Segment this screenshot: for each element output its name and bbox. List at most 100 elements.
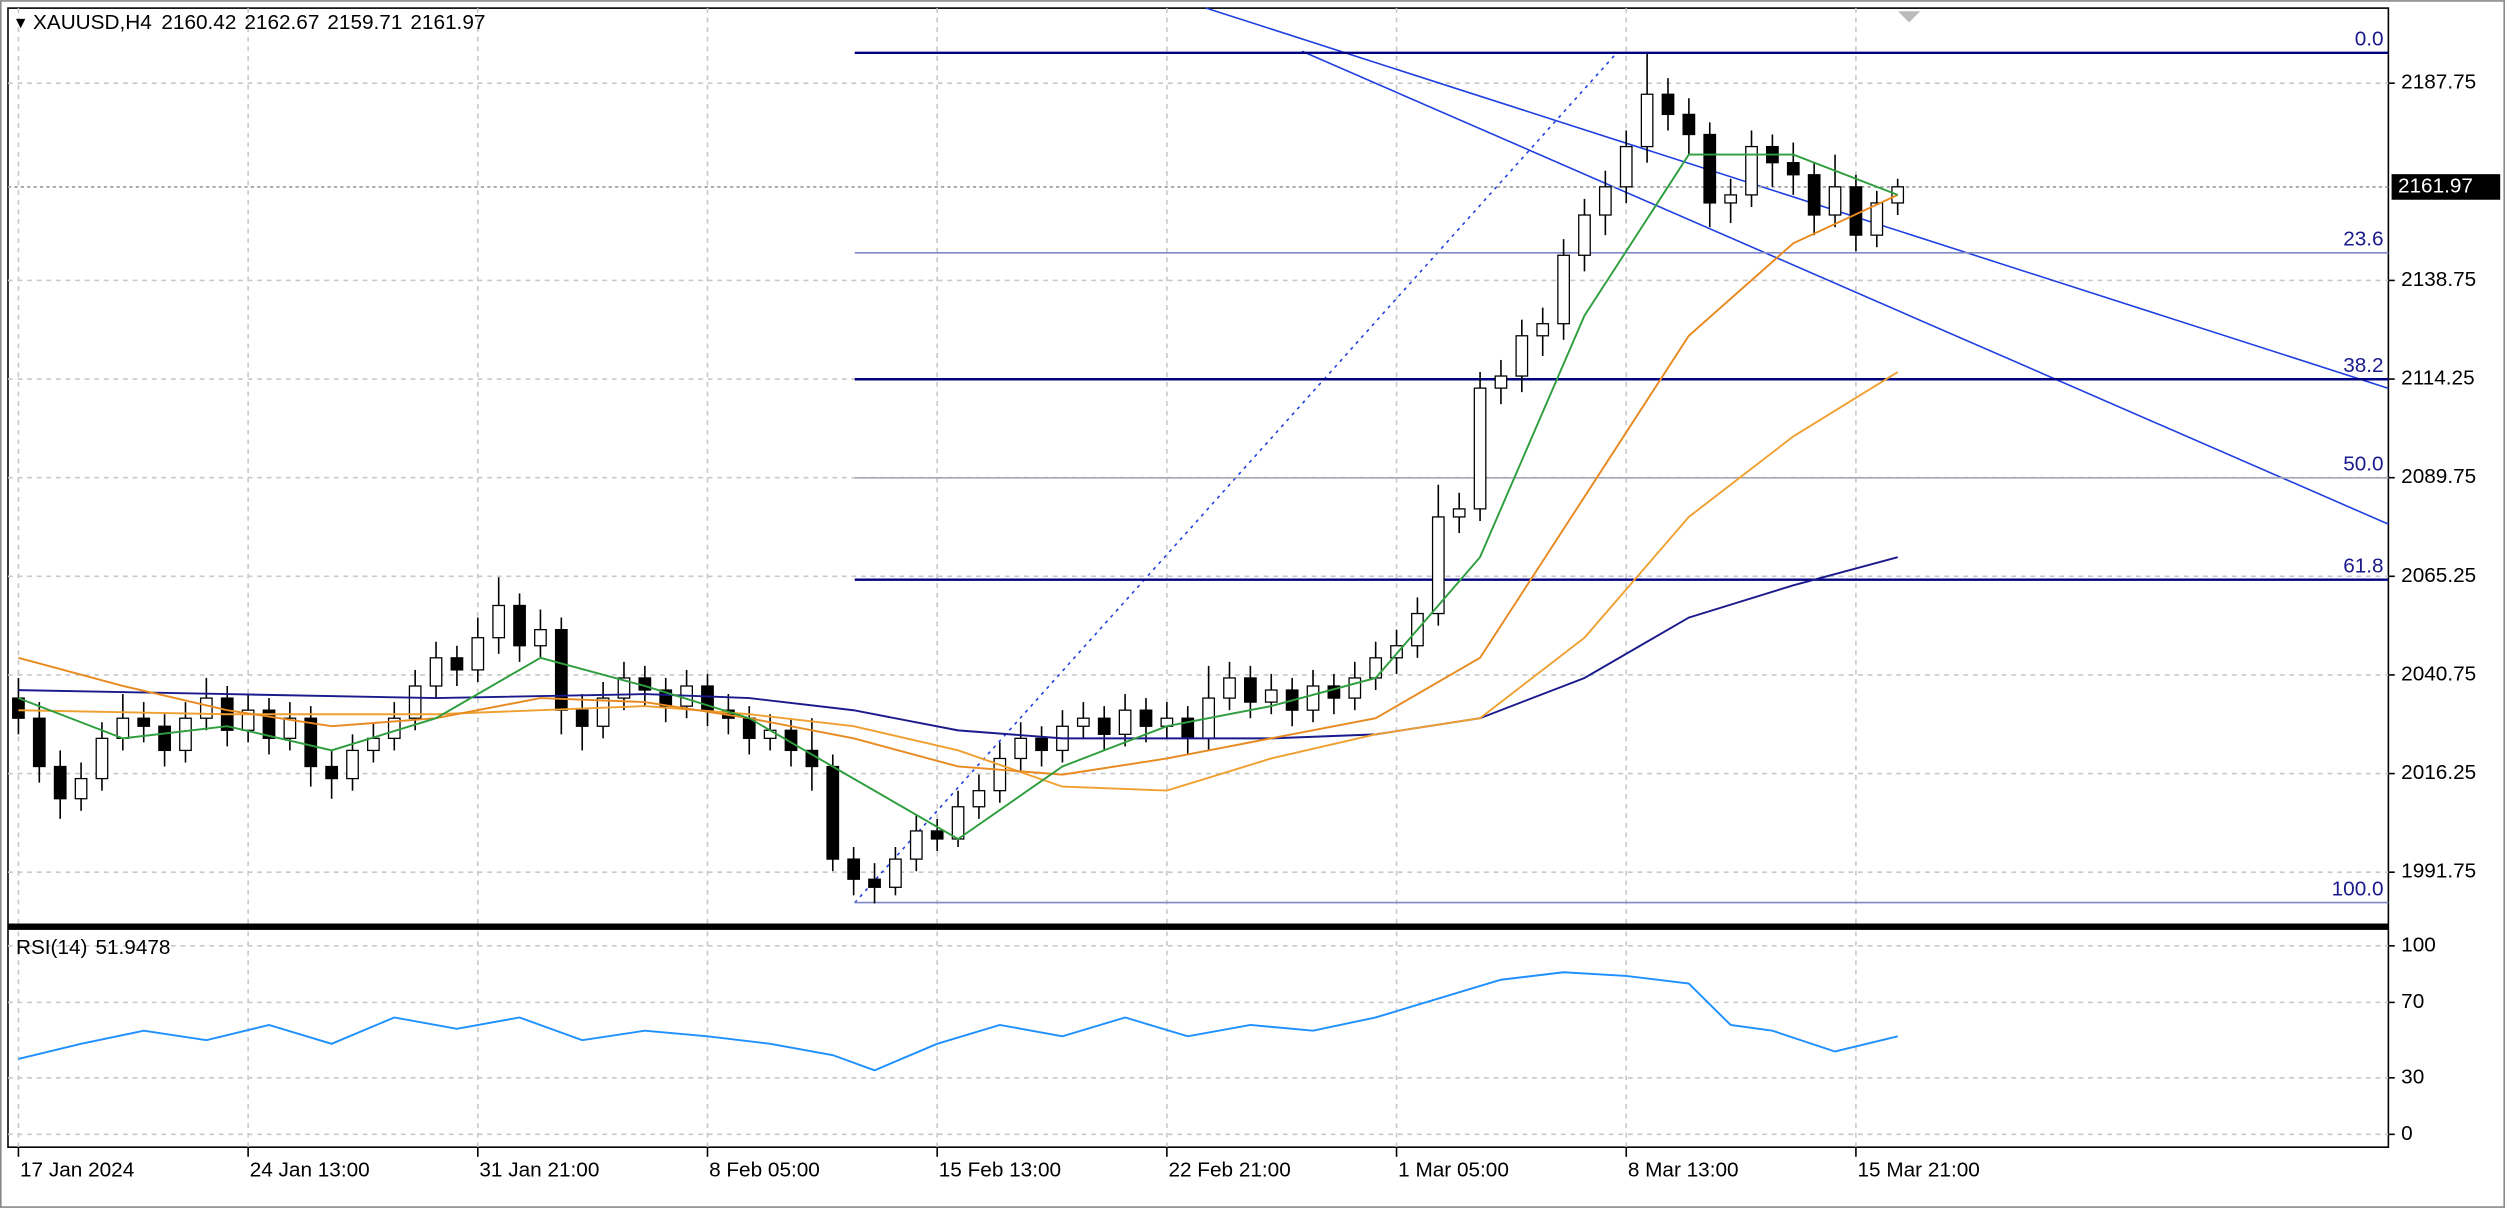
candle-body — [1786, 162, 1800, 176]
candle-body — [1536, 323, 1550, 337]
candle-body — [492, 604, 506, 639]
fib-label: 100.0 — [2332, 877, 2384, 900]
candle-body — [889, 858, 902, 888]
candle-body — [951, 806, 965, 840]
candle-body — [1452, 508, 1466, 518]
candle-body — [930, 830, 944, 840]
x-tick-label: 1 Mar 05:00 — [1398, 1159, 1509, 1182]
candle-body — [1703, 133, 1717, 204]
y-tick-label: 100 — [2401, 933, 2436, 956]
x-tick-label: 31 Jan 21:00 — [479, 1159, 599, 1182]
candle-body — [763, 729, 777, 739]
y-tick-label: 2114.25 — [2401, 367, 2474, 390]
candle-body — [1745, 145, 1758, 196]
y-tick-label: 2089.75 — [2401, 465, 2476, 488]
close: 2161.97 — [410, 12, 485, 35]
candle-body — [367, 737, 380, 752]
candle-body — [95, 737, 109, 780]
y-tick-label: 30 — [2401, 1065, 2424, 1088]
moving-average — [18, 371, 1899, 792]
symbol: XAUUSD,H4 — [33, 12, 152, 35]
y-tick-label: 2138.75 — [2401, 268, 2476, 291]
candle-body — [1244, 677, 1257, 703]
candle-body — [283, 717, 297, 739]
candle-body — [1369, 657, 1383, 679]
rsi-line — [18, 971, 1898, 1072]
candle-body — [575, 709, 589, 727]
candle-body — [346, 749, 359, 780]
x-tick-label: 17 Jan 2024 — [20, 1159, 134, 1182]
x-tick-label: 24 Jan 13:00 — [250, 1159, 370, 1182]
shift-marker — [1897, 11, 1921, 23]
candle-body — [1578, 214, 1591, 256]
candle-body — [429, 657, 443, 687]
candle-body — [1870, 202, 1884, 236]
fib-label: 0.0 — [2355, 27, 2384, 50]
channel-line — [1205, 7, 2389, 390]
low: 2159.71 — [327, 12, 402, 35]
fib-label: 23.6 — [2343, 228, 2383, 251]
channel-line — [1301, 50, 2389, 525]
candle-body — [1807, 174, 1821, 216]
candle-body — [513, 604, 526, 647]
y-tick-label: 1991.75 — [2401, 860, 2476, 883]
high: 2162.67 — [244, 12, 319, 35]
candle-body — [784, 729, 798, 752]
candle-body — [868, 878, 881, 888]
y-tick-label: 70 — [2401, 990, 2424, 1013]
rsi-value: 51.9478 — [95, 937, 170, 960]
candle-body — [1035, 737, 1048, 752]
moving-average — [18, 556, 1899, 740]
candle-body — [1515, 335, 1529, 377]
pane-separator — [7, 923, 2389, 930]
candle-body — [1724, 194, 1738, 204]
candle-body — [12, 697, 25, 719]
fib-label: 50.0 — [2343, 453, 2383, 476]
fib-trend-line — [854, 52, 1618, 904]
x-tick-label: 8 Feb 05:00 — [709, 1159, 820, 1182]
candle-body — [1390, 645, 1403, 659]
rsi-title: RSI(14) — [16, 937, 88, 960]
candle-body — [1661, 93, 1675, 116]
candle-body — [596, 697, 610, 727]
candle-body — [1139, 709, 1153, 727]
candle-body — [1849, 186, 1863, 236]
candle-body — [325, 765, 339, 780]
candle-body — [1640, 93, 1654, 148]
candle-body — [617, 677, 631, 699]
candle-body — [1619, 145, 1633, 188]
candle-body — [1014, 737, 1028, 760]
current-price-label: 2161.97 — [2398, 174, 2473, 197]
candle-body — [826, 765, 840, 860]
candle-body — [1557, 254, 1570, 325]
candle-body — [534, 629, 547, 647]
y-tick-label: 2040.75 — [2401, 662, 2476, 685]
candle-body — [262, 709, 276, 739]
candle-body — [1494, 375, 1508, 389]
x-tick-label: 22 Feb 21:00 — [1168, 1159, 1290, 1182]
current-price-box — [2391, 174, 2501, 200]
candle-body — [53, 765, 67, 800]
candle-body — [1598, 186, 1612, 216]
plot-frame — [7, 7, 2390, 1148]
y-tick-label: 2016.25 — [2401, 761, 2476, 784]
candle-body — [1828, 186, 1842, 216]
moving-average — [18, 153, 1899, 841]
moving-average — [18, 193, 1899, 776]
candle-body — [909, 830, 923, 860]
x-tick-label: 8 Mar 13:00 — [1628, 1159, 1739, 1182]
candle-body — [1118, 709, 1132, 735]
y-tick-label: 2187.75 — [2401, 71, 2476, 94]
candle-body — [137, 717, 151, 727]
candle-body — [408, 685, 422, 719]
candle-body — [471, 637, 485, 671]
candle-body — [1076, 717, 1090, 727]
price-header: ▼ XAUUSD,H4 2160.42 2162.67 2159.71 2161.97 — [13, 12, 486, 35]
candle-body — [179, 717, 192, 752]
candle-body — [1097, 717, 1111, 735]
candle-body — [993, 757, 1007, 792]
candle-body — [1264, 689, 1278, 703]
